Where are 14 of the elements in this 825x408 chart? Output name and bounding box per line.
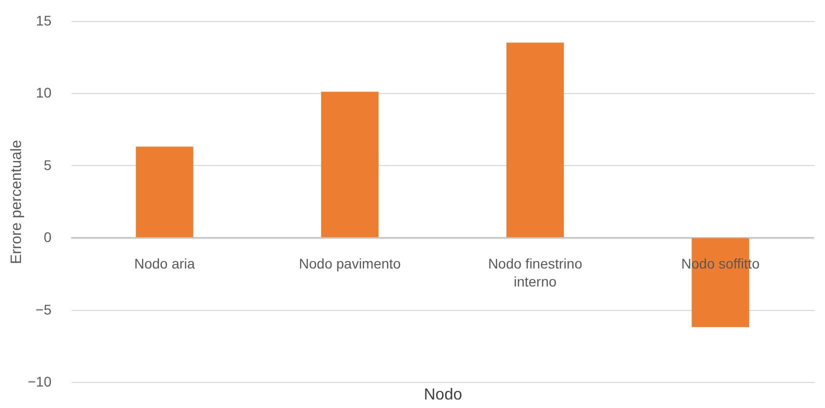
- bar: [321, 92, 379, 238]
- x-axis-title: Nodo: [424, 386, 462, 404]
- bar: [136, 146, 194, 238]
- y-tick-label: 10: [36, 84, 52, 101]
- x-tick-label: Nodo finestrino interno: [488, 256, 582, 290]
- y-tick-label: 5: [44, 156, 52, 173]
- y-tick-label: −10: [28, 374, 52, 390]
- x-tick-label: Nodo aria: [134, 256, 196, 272]
- y-tick-label: 15: [36, 12, 52, 28]
- bar: [506, 42, 564, 238]
- y-axis-title: Errore percentuale: [8, 140, 25, 264]
- y-tick-label: 0: [44, 229, 52, 246]
- x-tick-label: Nodo pavimento: [298, 256, 402, 272]
- y-tick-label: −5: [36, 301, 52, 318]
